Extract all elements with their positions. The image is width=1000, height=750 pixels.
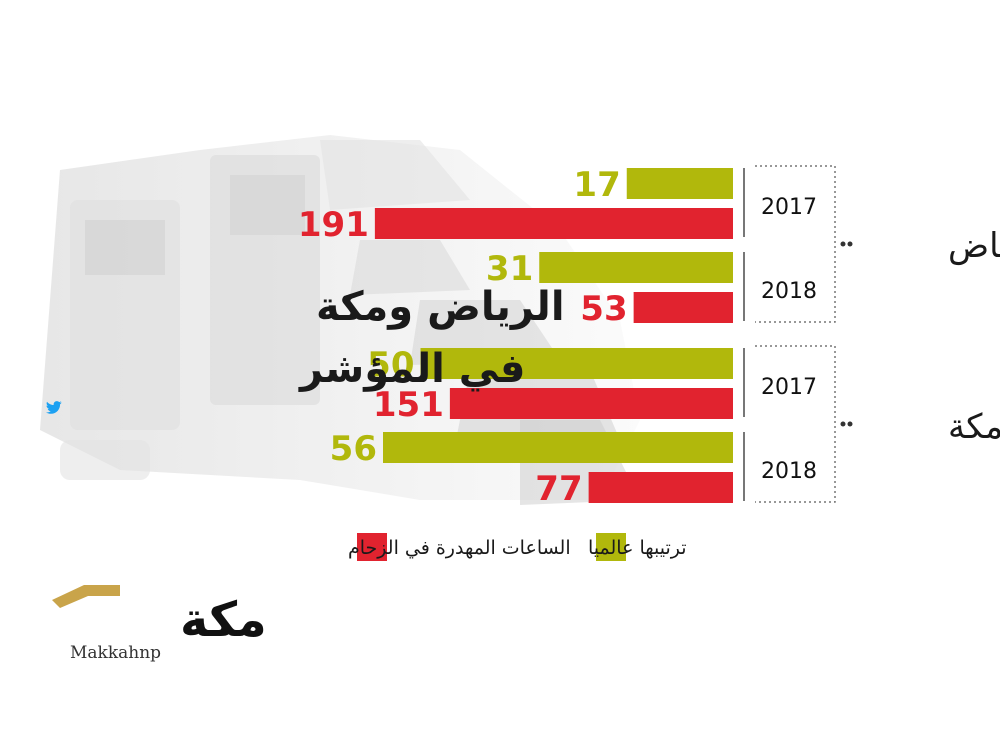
bar-rank-3 [420, 348, 733, 379]
chart-title-line-2: في المؤشر [298, 346, 525, 392]
value-label-rank-1: 17 [573, 165, 620, 205]
year-label-2: 2018 [761, 279, 817, 304]
bar-rank-1 [626, 168, 733, 199]
value-label-rank-2: 31 [486, 249, 533, 289]
city-connectors [840, 241, 853, 427]
year-labels-layer: 2017 2018 2017 2018 [761, 195, 817, 484]
year-brackets [755, 165, 836, 503]
value-label-rank-3: 50 [367, 345, 414, 385]
year-label-1: 2017 [761, 195, 817, 220]
bar-hours-2 [633, 292, 733, 323]
legend-rank-label: ترتيبها عالميا [588, 537, 687, 559]
logo-ornament [52, 585, 120, 608]
value-label-hours-1: 191 [298, 205, 369, 245]
year-label-4: 2018 [761, 459, 817, 484]
legend-hours-swatch [357, 533, 387, 561]
twitter-bird-icon [45, 401, 62, 414]
bar-hours-1 [374, 208, 733, 239]
city-label-2: مكة [948, 407, 1000, 447]
value-label-hours-3: 151 [373, 385, 444, 425]
makkah-logo: مكة Makkahnp [45, 401, 267, 663]
logo-handle: Makkahnp [70, 643, 161, 663]
bar-hours-4 [588, 472, 733, 503]
value-label-rank-4: 56 [330, 429, 377, 469]
value-label-hours-2: 53 [580, 289, 627, 329]
city-labels-layer: الرياض مكة [948, 226, 1000, 447]
city-label-1: الرياض [948, 226, 1000, 266]
bar-rank-2 [539, 252, 733, 283]
bar-rank-4 [383, 432, 733, 463]
logo-name: مكة [180, 592, 267, 648]
value-label-hours-4: 77 [535, 469, 582, 509]
legend-rank-swatch [596, 533, 626, 561]
legend-hours-label: الساعات المهدرة في الزحام [348, 537, 571, 559]
year-label-3: 2017 [761, 375, 817, 400]
bar-hours-3 [449, 388, 733, 419]
chart-title-line-1: الرياض ومكة [316, 284, 565, 330]
